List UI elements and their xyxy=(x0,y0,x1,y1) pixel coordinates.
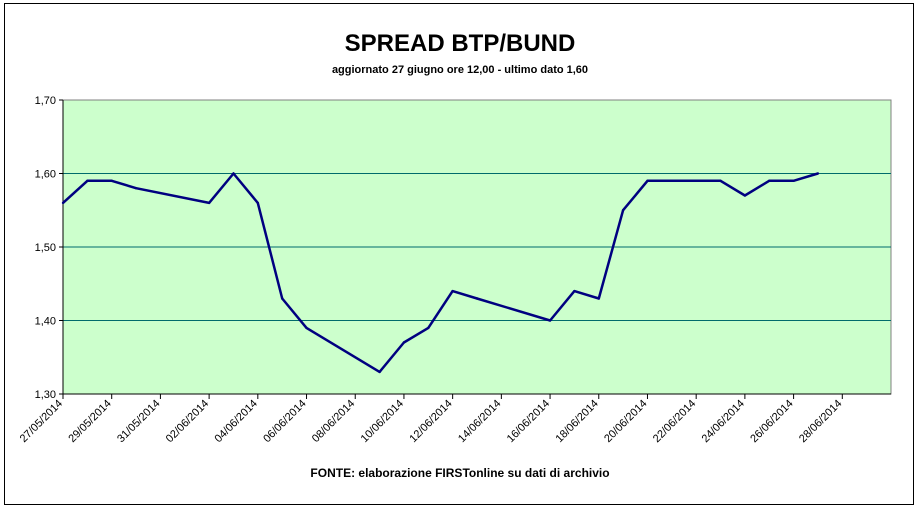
data-point xyxy=(548,319,552,322)
x-tick-label: 18/06/2014 xyxy=(553,398,600,445)
x-tick-label: 22/06/2014 xyxy=(651,398,698,445)
data-point xyxy=(256,201,259,205)
data-point xyxy=(475,297,479,300)
x-tick-label: 02/06/2014 xyxy=(164,398,211,445)
chart-subtitle: aggiornato 27 giugno ore 12,00 - ultimo … xyxy=(331,64,589,76)
chart-source: FONTE: elaborazione FIRSTonline su dati … xyxy=(310,466,610,480)
y-tick-label: 1,60 xyxy=(35,169,56,181)
data-point xyxy=(768,179,771,182)
x-tick-label: 12/06/2014 xyxy=(407,398,454,445)
x-tick-label: 10/06/2014 xyxy=(359,398,406,445)
data-point xyxy=(110,179,113,182)
x-tick-label: 26/06/2014 xyxy=(748,398,795,445)
data-point xyxy=(207,201,211,205)
data-point xyxy=(597,297,600,300)
y-tick-label: 1,70 xyxy=(35,95,56,107)
data-point xyxy=(451,289,454,293)
x-tick-label: 20/06/2014 xyxy=(602,398,649,445)
x-tick-label: 06/06/2014 xyxy=(261,398,308,445)
x-tick-label: 16/06/2014 xyxy=(505,398,552,445)
data-point xyxy=(378,370,381,374)
data-point xyxy=(402,341,406,344)
data-point xyxy=(573,289,576,293)
x-tick-label: 14/06/2014 xyxy=(456,398,503,445)
data-point xyxy=(427,326,430,330)
x-tick-label: 04/06/2014 xyxy=(213,398,260,445)
data-point xyxy=(134,187,138,190)
y-tick-label: 1,30 xyxy=(35,389,56,401)
x-tick-label: 24/06/2014 xyxy=(700,398,747,445)
x-tick-label: 29/05/2014 xyxy=(66,398,113,445)
data-point xyxy=(816,172,820,175)
data-point xyxy=(86,179,89,182)
series-line xyxy=(62,172,819,374)
chart-title: SPREAD BTP/BUND xyxy=(344,30,576,57)
x-tick-label: 27/05/2014 xyxy=(18,398,65,445)
data-point xyxy=(719,179,722,182)
data-point xyxy=(743,194,747,197)
y-tick-label: 1,40 xyxy=(35,316,56,328)
data-point xyxy=(646,179,649,182)
y-tick-label: 1,50 xyxy=(35,242,56,254)
data-point xyxy=(305,326,308,330)
data-point xyxy=(792,179,795,182)
data-point xyxy=(621,209,625,212)
x-tick-label: 08/06/2014 xyxy=(310,398,357,445)
data-point xyxy=(232,172,235,175)
x-tick-label: 31/05/2014 xyxy=(115,398,162,445)
x-tick-label: 28/06/2014 xyxy=(797,398,844,445)
data-point xyxy=(61,201,65,205)
data-point xyxy=(281,297,284,300)
